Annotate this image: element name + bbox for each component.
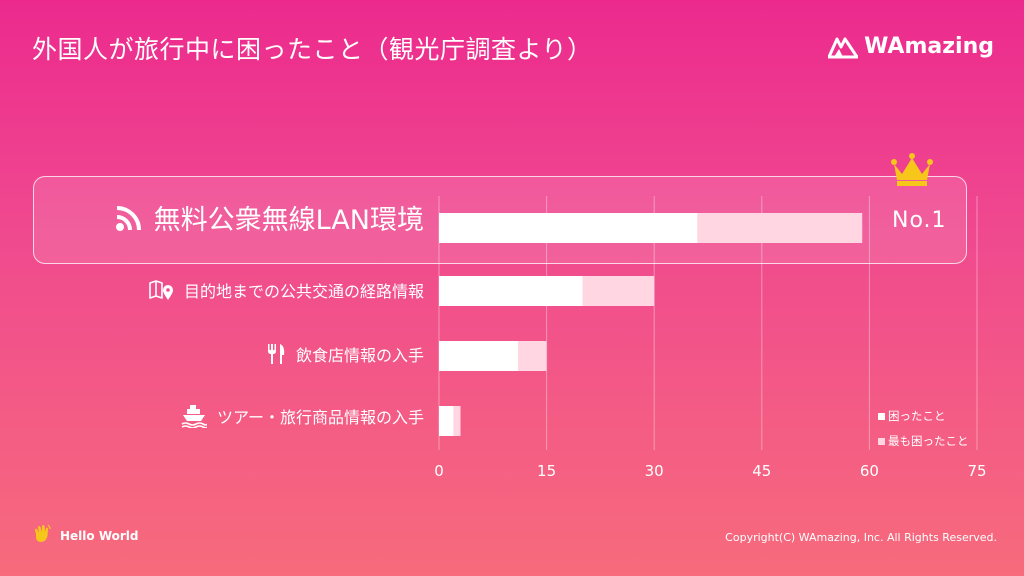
category-label-4: ツアー・旅行商品情報の入手 (181, 404, 424, 428)
ship-icon (181, 404, 207, 428)
x-tick-label: 45 (752, 462, 771, 480)
x-tick-label: 30 (645, 462, 664, 480)
legend-item-most-troubled: 最も困ったこと (878, 429, 969, 454)
legend-label: 最も困ったこと (888, 434, 969, 448)
bar-most-troubled (439, 213, 698, 243)
map-pin-icon (148, 279, 174, 301)
legend-label: 困ったこと (888, 409, 946, 423)
legend-swatch (878, 438, 885, 445)
legend-item-troubled: 困ったこと (878, 404, 969, 429)
page-title: 外国人が旅行中に困ったこと（観光庁調査より） (32, 35, 593, 64)
x-tick-label: 75 (967, 462, 986, 480)
footer-hello: Hello World (32, 524, 139, 547)
category-text: 飲食店情報の入手 (295, 346, 424, 365)
wifi-icon (114, 203, 144, 233)
legend: 困ったこと 最も困ったこと (878, 404, 969, 454)
brand-name: WAmazing (864, 34, 994, 59)
category-label-3: 飲食店情報の入手 (266, 342, 424, 366)
bar-most-troubled (439, 341, 518, 371)
rank-badge: No.1 (892, 208, 947, 233)
waving-hand-icon (32, 524, 52, 547)
crown-icon (891, 153, 933, 186)
category-label-2: 目的地までの公共交通の経路情報 (148, 278, 424, 302)
x-tick-label: 0 (434, 462, 444, 480)
footer-left-text: Hello World (60, 528, 139, 543)
fork-knife-icon (266, 343, 286, 365)
bar-most-troubled (439, 276, 583, 306)
copyright: Copyright(C) WAmazing, Inc. All Rights R… (725, 531, 997, 544)
category-label-1: 無料公衆無線LAN環境 (114, 198, 424, 237)
category-text: 目的地までの公共交通の経路情報 (183, 282, 424, 301)
brand-logo: WAmazing (828, 34, 994, 59)
category-text: 無料公衆無線LAN環境 (153, 205, 424, 236)
legend-swatch (878, 413, 885, 420)
bar-most-troubled (439, 406, 454, 436)
x-tick-label: 15 (537, 462, 556, 480)
wamazing-logo-icon (828, 37, 859, 58)
x-tick-label: 60 (860, 462, 879, 480)
category-text: ツアー・旅行商品情報の入手 (216, 408, 424, 427)
